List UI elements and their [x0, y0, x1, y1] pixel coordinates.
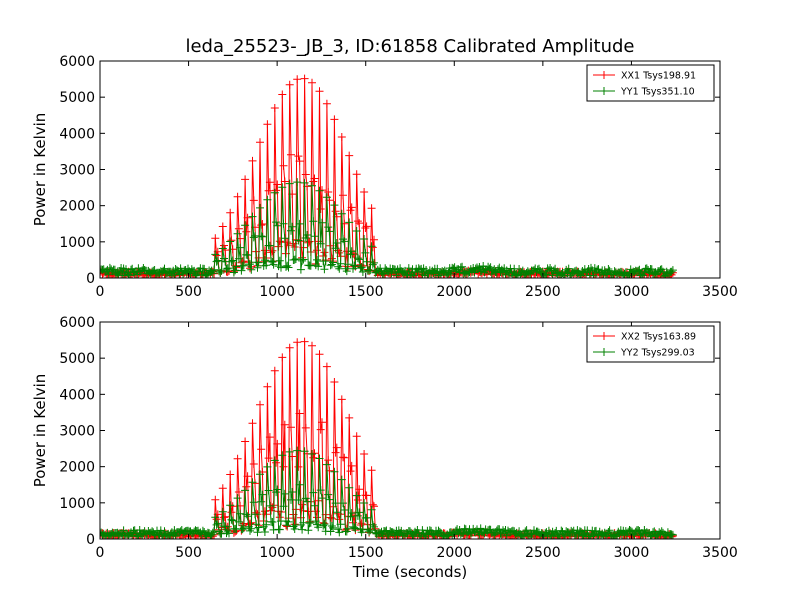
y-tick-label: 2000: [59, 460, 95, 476]
y-axis-label: Power in Kelvin: [31, 113, 49, 227]
x-tick-label: 1500: [348, 545, 384, 561]
x-axis-label: Time (seconds): [352, 563, 468, 581]
y-tick-label: 2000: [59, 199, 95, 215]
legend-label: XX2 Tsys163.89: [621, 332, 696, 343]
y-tick-label: 4000: [59, 387, 95, 403]
x-tick-label: 3000: [614, 545, 650, 561]
y-tick-label: 3000: [59, 424, 95, 440]
series-line: [100, 182, 674, 278]
figure-title: leda_25523-_JB_3, ID:61858 Calibrated Am…: [185, 36, 634, 57]
series-2: [100, 178, 677, 278]
legend-marker: [600, 87, 608, 95]
y-tick-label: 0: [86, 271, 95, 287]
legend-label: YY1 Tsys351.10: [620, 87, 695, 98]
series-2: [100, 446, 677, 539]
x-tick-label: 1500: [348, 284, 384, 300]
y-tick-label: 4000: [59, 126, 95, 142]
legend-box: [586, 325, 715, 363]
x-tick-label: 500: [175, 284, 202, 300]
plot-area: [100, 74, 677, 278]
panels-container: 0 500 1000 1500 2000 2500 3000 3500 0 1000 2000 300…: [31, 54, 738, 581]
x-tick-label: 3500: [702, 284, 738, 300]
plot-area: [100, 337, 677, 539]
x-tick-label: 0: [96, 284, 105, 300]
x-tick-label: 1000: [259, 545, 295, 561]
x-tick-label: 3000: [614, 284, 650, 300]
series-1: [100, 74, 677, 278]
y-tick-label: 0: [86, 532, 95, 548]
y-tick-label: 1000: [59, 496, 95, 512]
legend-box: [586, 64, 715, 102]
panel-1: 0 500 1000 1500 2000 2500 3000 3500 0 1000 2000 300…: [31, 54, 738, 300]
legend-label: XX1 Tsys198.91: [621, 71, 696, 82]
x-tick-label: 2500: [525, 545, 561, 561]
x-tick-label: 1000: [259, 284, 295, 300]
y-axis-label: Power in Kelvin: [31, 374, 49, 488]
series-line: [100, 78, 674, 278]
legend-label: YY2 Tsys299.03: [620, 348, 695, 359]
series-markers: [100, 337, 677, 539]
x-tick-label: 2000: [436, 545, 472, 561]
series-markers: [100, 178, 677, 278]
x-tick-label: 500: [175, 545, 202, 561]
series-markers: [100, 446, 677, 539]
legend: XX2 Tsys163.89 YY2 Tsys299.03: [586, 325, 715, 363]
panel-2: 0 500 1000 1500 2000 2500 3000 3500 0 1000 2000 300…: [31, 315, 738, 581]
y-tick-label: 6000: [59, 315, 95, 331]
y-tick-label: 3000: [59, 163, 95, 179]
y-tick-label: 1000: [59, 235, 95, 251]
legend-marker: [600, 71, 608, 79]
legend: XX1 Tsys198.91 YY1 Tsys351.10: [586, 64, 715, 102]
legend-marker: [600, 332, 608, 340]
y-tick-label: 5000: [59, 351, 95, 367]
series-1: [100, 337, 677, 539]
legend-marker: [600, 348, 608, 356]
series-line: [100, 450, 674, 539]
x-tick-label: 2000: [436, 284, 472, 300]
x-tick-label: 2500: [525, 284, 561, 300]
y-tick-label: 5000: [59, 90, 95, 106]
series-markers: [100, 74, 677, 278]
x-tick-label: 3500: [702, 545, 738, 561]
y-tick-label: 6000: [59, 54, 95, 70]
x-tick-label: 0: [96, 545, 105, 561]
series-line: [100, 341, 674, 539]
